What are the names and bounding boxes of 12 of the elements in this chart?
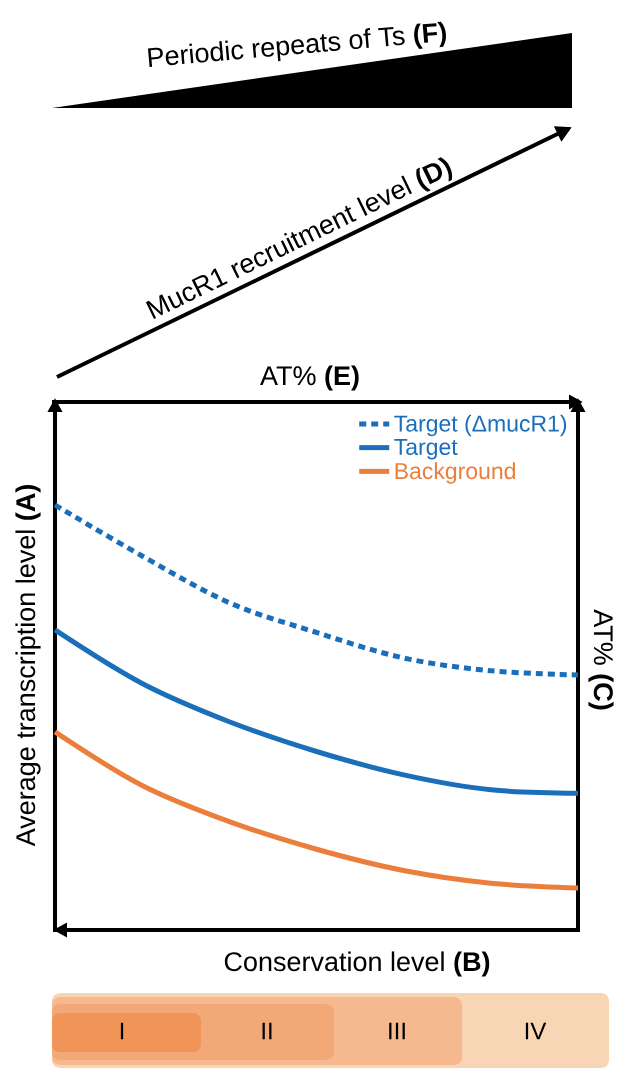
x-axis-title: Conservation level (B) [224,951,490,977]
text: AT% (E) [260,365,359,391]
text: III [389,1022,405,1040]
text: I [120,1022,124,1040]
y-axis-title: Average transcription level (A) [15,485,41,847]
legend-label: Target (ΔmucR1) [394,414,567,437]
text: II [262,1022,272,1040]
legend-label: Background [395,462,515,484]
legend-label: Target [394,438,458,460]
text: AT% (C) [588,609,614,710]
text: Periodic repeats of Ts (F) [147,21,446,67]
text: IV [525,1022,547,1040]
